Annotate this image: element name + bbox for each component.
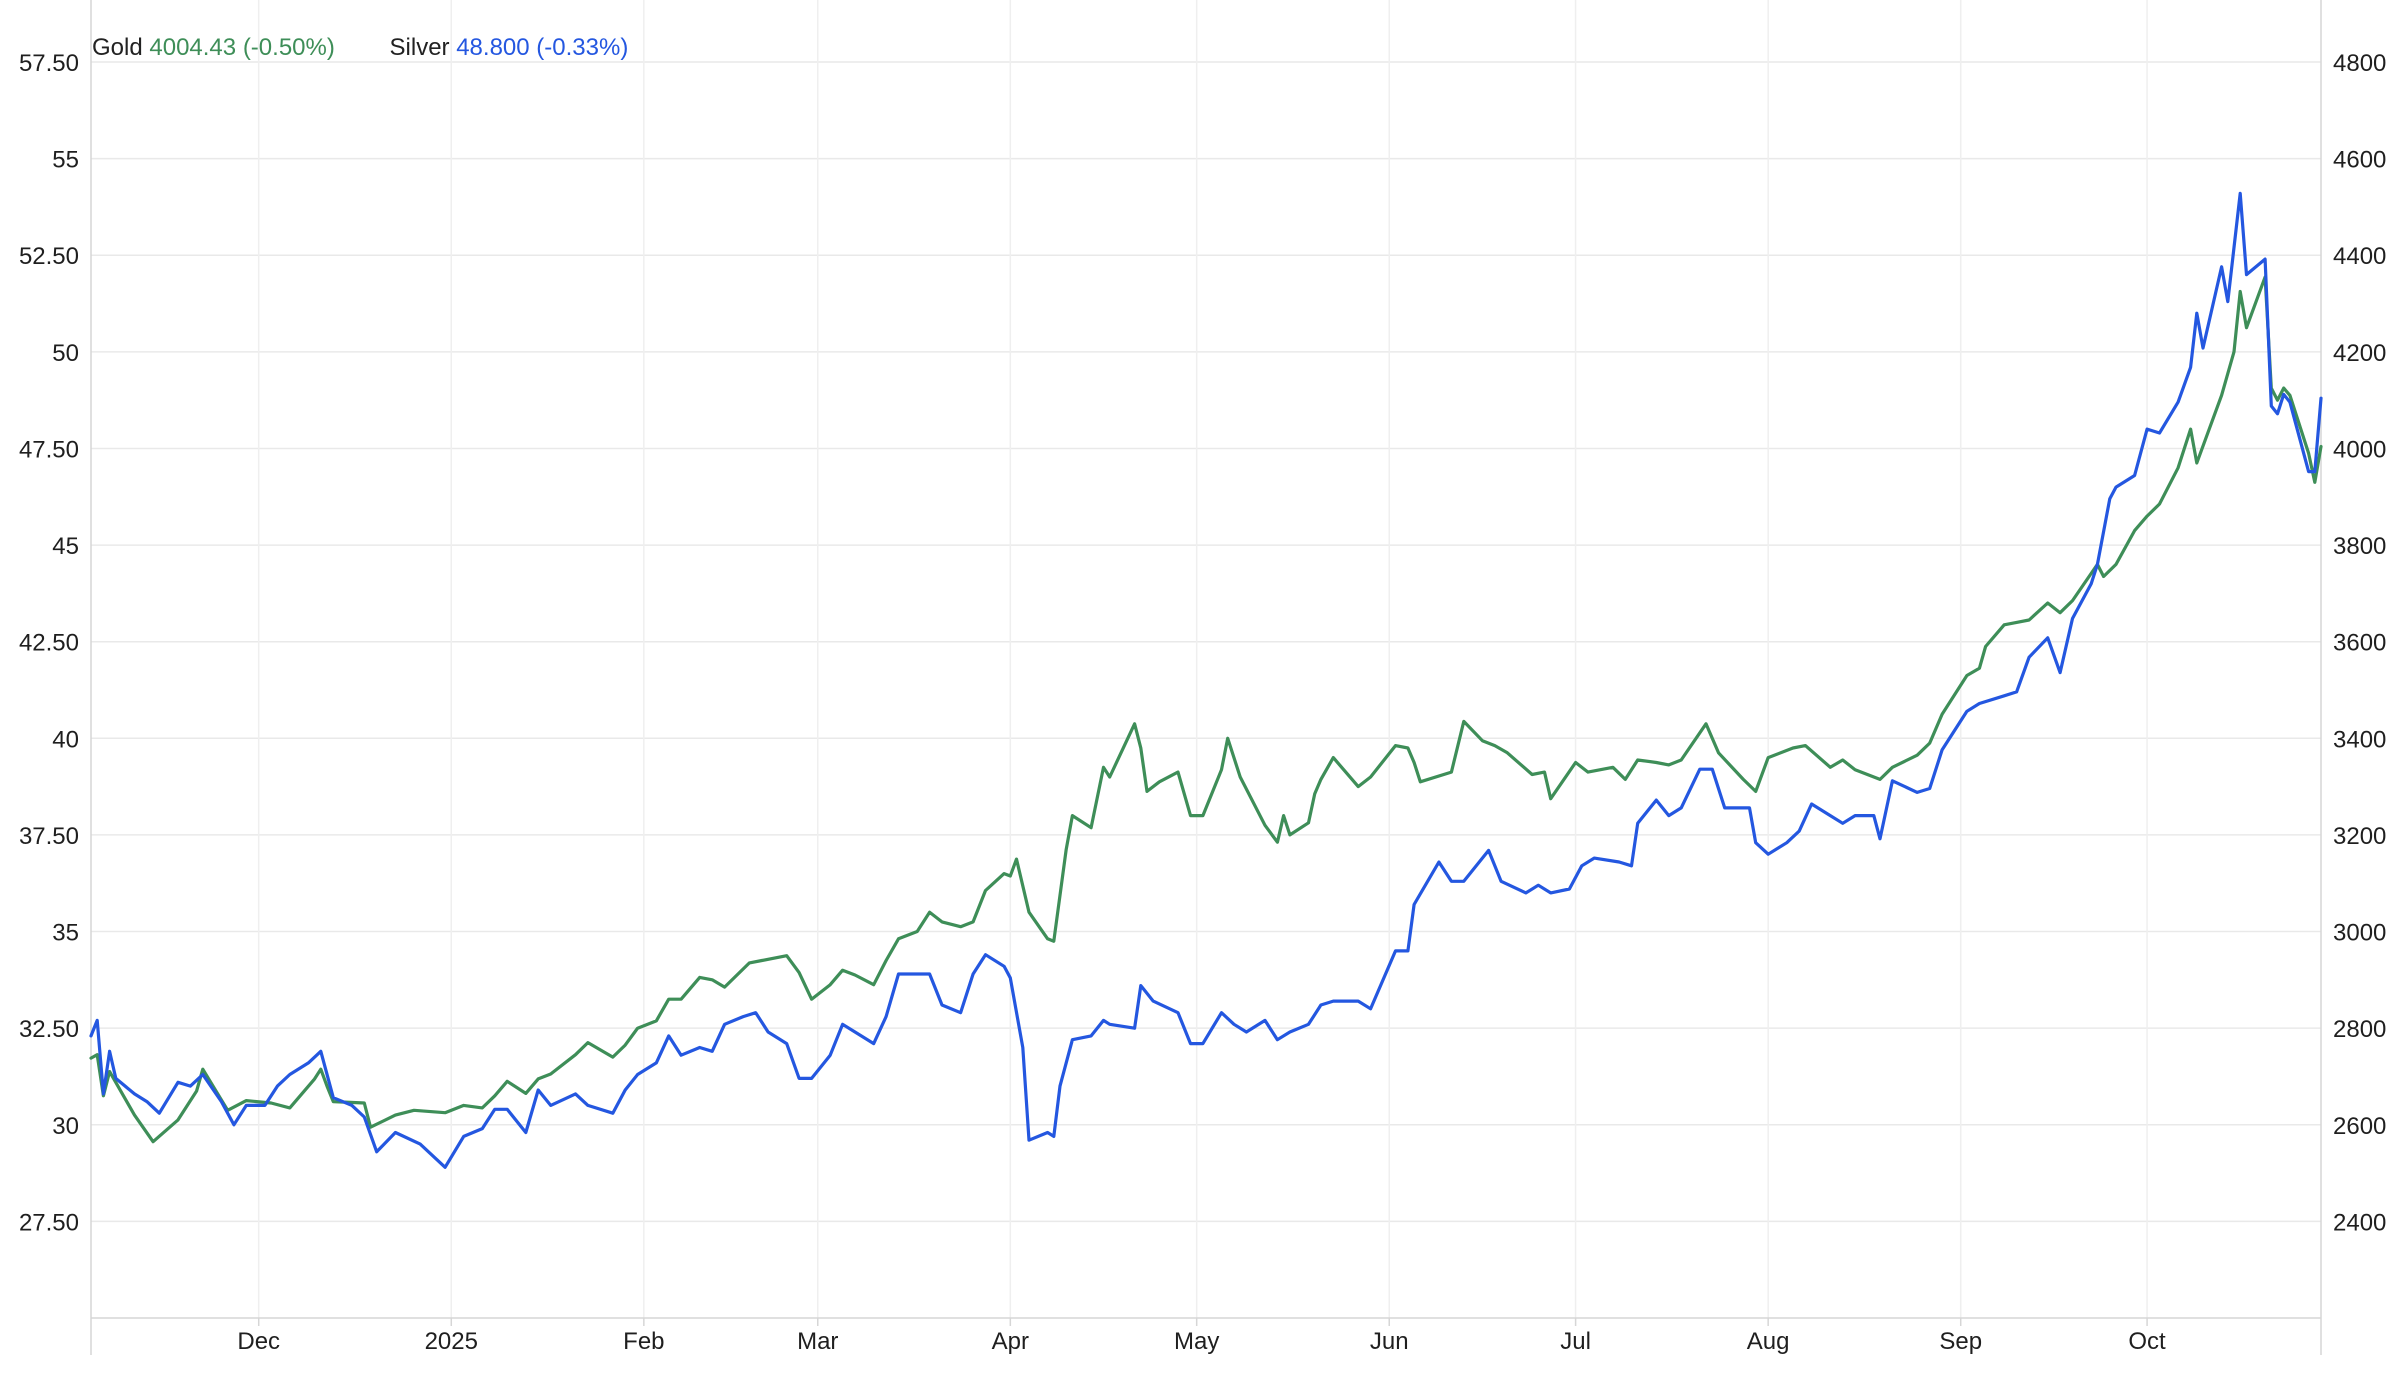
axes xyxy=(90,0,2322,1355)
x-tick-label: 2025 xyxy=(425,1328,478,1355)
x-tick-label: Sep xyxy=(1939,1328,1982,1355)
y-right-tick-label: 4800 xyxy=(2333,50,2386,77)
x-tick-label: Oct xyxy=(2128,1328,2166,1355)
y-left-tick-label: 57.50 xyxy=(19,50,79,77)
x-tick-label: Jul xyxy=(1560,1328,1591,1355)
legend-gold-value: 4004.43 xyxy=(149,34,237,61)
x-tick-label: May xyxy=(1174,1328,1219,1355)
series-layer xyxy=(89,191,2323,1169)
y-right-tick-label: 2400 xyxy=(2333,1209,2386,1236)
grid-lines xyxy=(91,0,2321,1318)
y-left-tick-label: 40 xyxy=(52,726,79,753)
y-left-tick-label: 45 xyxy=(52,533,79,560)
tick-labels: 57.50 55 52.50 50 47.50 45 42.50 40 37.50 35 32.50… xyxy=(19,50,2386,1355)
y-left-tick-label: 35 xyxy=(52,920,79,947)
y-right-tick-label: 4000 xyxy=(2333,436,2386,463)
legend-gold-name: Gold xyxy=(92,34,143,61)
y-left-tick-label: 32.50 xyxy=(19,1016,79,1043)
legend-silver-change: (-0.33%) xyxy=(536,34,629,61)
y-left-tick-label: 52.50 xyxy=(19,243,79,270)
series-line-gold xyxy=(89,275,2323,1144)
y-right-tick-label: 4200 xyxy=(2333,340,2386,367)
y-right-tick-label: 2600 xyxy=(2333,1113,2386,1140)
x-tick-label: Mar xyxy=(797,1328,838,1355)
y-right-tick-label: 4600 xyxy=(2333,147,2386,174)
y-left-tick-label: 47.50 xyxy=(19,436,79,463)
y-left-tick-label: 42.50 xyxy=(19,630,79,657)
x-tick-label: Aug xyxy=(1747,1328,1790,1355)
y-left-tick-label: 55 xyxy=(52,147,79,174)
y-right-tick-label: 3600 xyxy=(2333,630,2386,657)
y-left-tick-label: 50 xyxy=(52,340,79,367)
x-tick-label: Feb xyxy=(623,1328,664,1355)
x-tick-label: Dec xyxy=(237,1328,280,1355)
series-line-silver xyxy=(89,191,2323,1169)
x-tick-label: Apr xyxy=(992,1328,1029,1355)
y-right-tick-label: 3000 xyxy=(2333,920,2386,947)
y-left-tick-label: 37.50 xyxy=(19,823,79,850)
legend-silver-name: Silver xyxy=(389,34,450,61)
y-left-tick-label: 27.50 xyxy=(19,1209,79,1236)
legend-silver-value: 48.800 xyxy=(456,34,530,61)
chart-legend: Gold 4004.43 (-0.50%) Silver 48.800 (-0.… xyxy=(92,34,676,62)
y-left-tick-label: 30 xyxy=(52,1113,79,1140)
y-right-tick-label: 3800 xyxy=(2333,533,2386,560)
x-tick-label: Jun xyxy=(1370,1328,1409,1355)
y-right-tick-label: 4400 xyxy=(2333,243,2386,270)
y-right-tick-label: 3400 xyxy=(2333,726,2386,753)
legend-item-silver: Silver 48.800 (-0.33%) xyxy=(390,34,629,62)
y-right-tick-label: 2800 xyxy=(2333,1016,2386,1043)
y-right-tick-label: 3200 xyxy=(2333,823,2386,850)
